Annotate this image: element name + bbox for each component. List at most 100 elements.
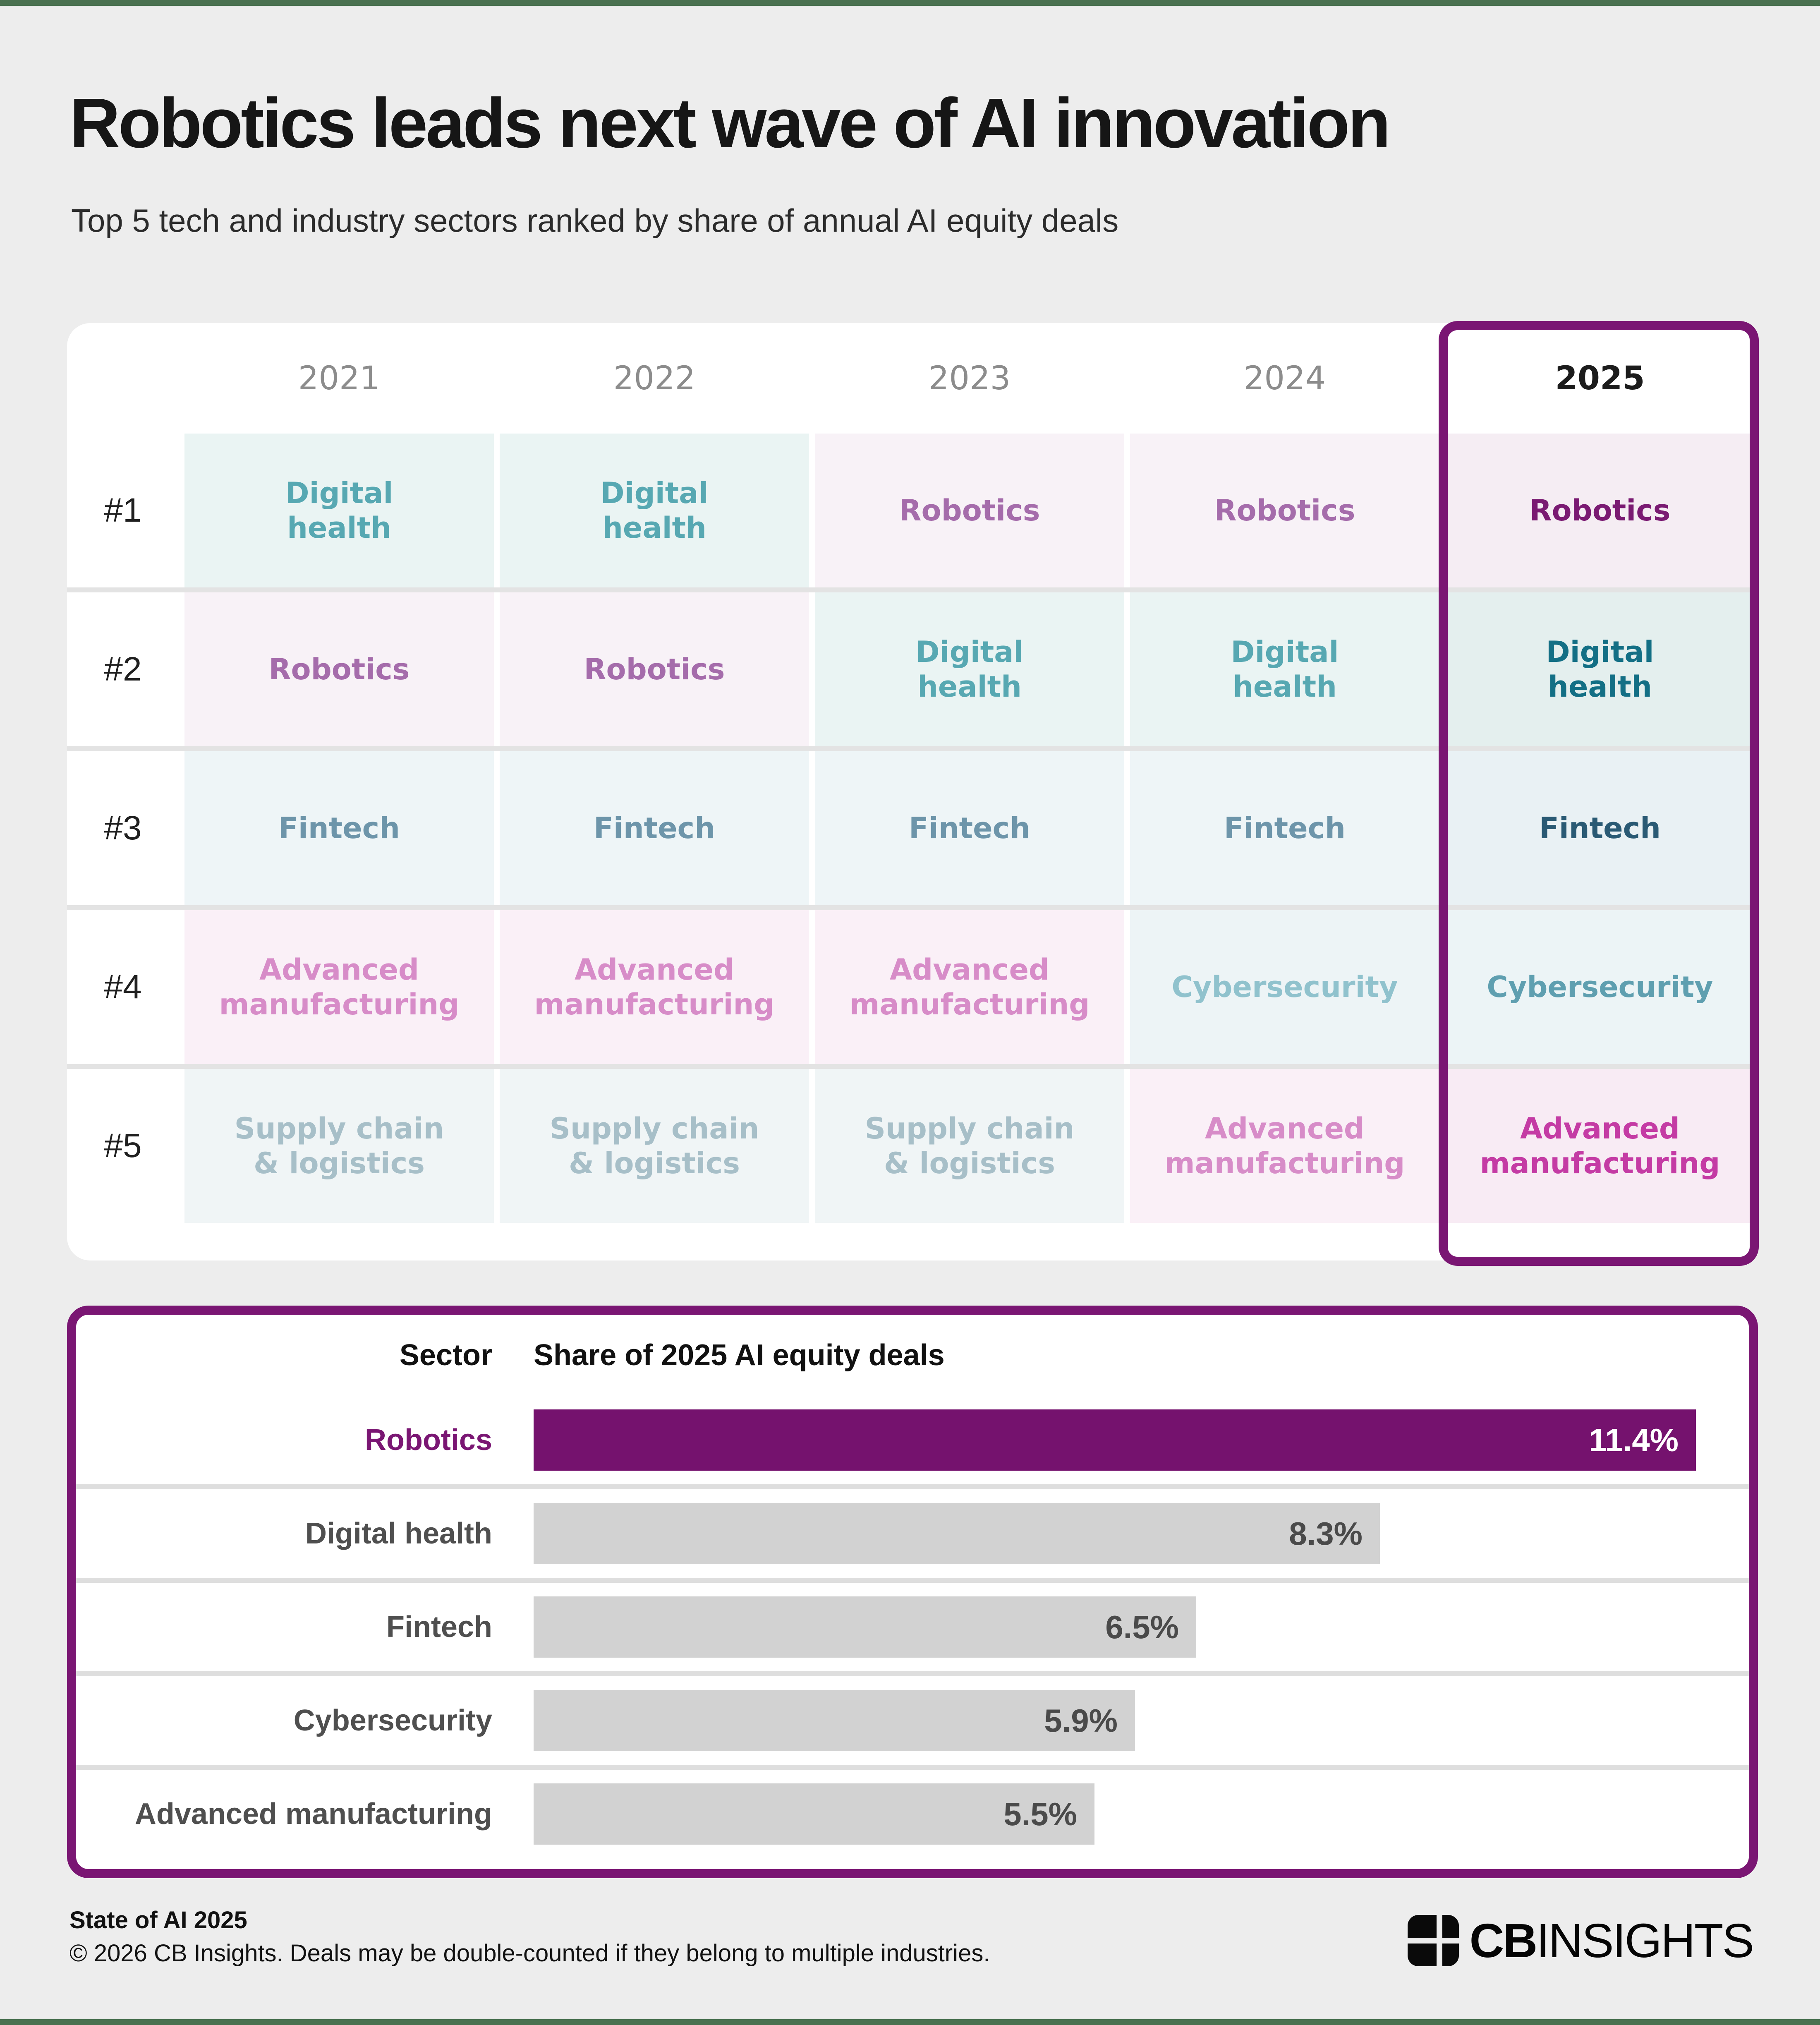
table-row: #3 Fintech Fintech Fintech Fintech Fintech bbox=[67, 746, 1755, 905]
sector-cell-label: Advanced manufacturing bbox=[1164, 1112, 1405, 1180]
sector-cell: Supply chain & logistics bbox=[184, 1069, 494, 1223]
sector-cell: Supply chain & logistics bbox=[500, 1069, 809, 1223]
sector-cell-label: Robotics bbox=[584, 652, 725, 686]
chart-row: Fintech 6.5% bbox=[76, 1578, 1749, 1671]
table-row: #4 Advanced manufacturing Advanced manufac… bbox=[67, 905, 1755, 1064]
chart-bar-value: 5.9% bbox=[1044, 1702, 1118, 1739]
sector-cell: Robotics bbox=[815, 434, 1124, 587]
sector-cell-label: Digital health bbox=[285, 476, 393, 545]
sector-cell-label: Digital health bbox=[1231, 635, 1339, 704]
sector-cell: Digital health bbox=[1130, 592, 1439, 746]
rank-column-spacer bbox=[67, 323, 179, 434]
logo-text-insights: INSIGHTS bbox=[1536, 1914, 1754, 1967]
chart-category-label: Fintech bbox=[386, 1610, 492, 1644]
sector-cell-label: Robotics bbox=[1214, 494, 1355, 527]
sector-cell-label: Advanced manufacturing bbox=[534, 953, 775, 1021]
year-header-2023: 2023 bbox=[928, 359, 1011, 397]
sector-cell-label: Cybersecurity bbox=[1171, 970, 1398, 1004]
chart-category-label: Advanced manufacturing bbox=[134, 1797, 492, 1831]
sector-cell: Cybersecurity bbox=[1445, 910, 1755, 1064]
sector-cell-label: Supply chain & logistics bbox=[549, 1112, 759, 1180]
sector-cell-label: Advanced manufacturing bbox=[1480, 1112, 1720, 1180]
sector-cell: Fintech bbox=[184, 751, 494, 905]
sector-cell: Fintech bbox=[500, 751, 809, 905]
footer-copyright-line: © 2026 CB Insights. Deals may be double-… bbox=[69, 1940, 990, 1967]
sector-cell-label: Cybersecurity bbox=[1487, 970, 1713, 1004]
bottom-accent-bar bbox=[0, 2019, 1820, 2025]
chart-title: Share of 2025 AI equity deals bbox=[534, 1339, 945, 1372]
chart-bar: 6.5% bbox=[534, 1596, 1196, 1658]
chart-row: Cybersecurity 5.9% bbox=[76, 1671, 1749, 1765]
chart-category-label: Digital health bbox=[305, 1517, 492, 1550]
sector-cell: Fintech bbox=[1130, 751, 1439, 905]
years-header-row: 2021 2022 2023 2024 2025 bbox=[67, 323, 1755, 434]
footer-source-line: State of AI 2025 bbox=[69, 1907, 247, 1934]
sector-cell: Robotics bbox=[184, 592, 494, 746]
sector-cell-label: Fintech bbox=[1224, 811, 1346, 845]
sector-cell: Fintech bbox=[1445, 751, 1755, 905]
sector-cell: Advanced manufacturing bbox=[1130, 1069, 1439, 1223]
sector-cell: Robotics bbox=[1130, 434, 1439, 587]
sector-cell: Advanced manufacturing bbox=[815, 910, 1124, 1064]
ranking-table-card: 2021 2022 2023 2024 2025 #1 Digital health Dig… bbox=[67, 323, 1758, 1261]
sector-cell-label: Fintech bbox=[1539, 811, 1661, 845]
page-subtitle: Top 5 tech and industry sectors ranked b… bbox=[71, 202, 1119, 239]
sector-cell-label: Robotics bbox=[1529, 494, 1671, 527]
year-header-2021: 2021 bbox=[298, 359, 381, 397]
sector-cell-label: Advanced manufacturing bbox=[849, 953, 1090, 1021]
cbinsights-logo-icon bbox=[1407, 1915, 1459, 1966]
sector-cell-label: Fintech bbox=[909, 811, 1030, 845]
cbinsights-logo: CB INSIGHTS bbox=[1407, 1914, 1754, 1967]
table-row: #2 Robotics Robotics Digital health Digital … bbox=[67, 587, 1755, 746]
rank-label: #3 bbox=[104, 809, 142, 847]
sector-cell-label: Fintech bbox=[278, 811, 400, 845]
chart-bar: 5.5% bbox=[534, 1783, 1094, 1845]
year-header-2025: 2025 bbox=[1555, 359, 1645, 397]
rank-label: #2 bbox=[104, 650, 142, 688]
chart-bar-value: 11.4% bbox=[1589, 1421, 1679, 1458]
ranking-rows: #1 Digital health Digital health Robotics Ro… bbox=[67, 434, 1755, 1223]
rank-label: #5 bbox=[104, 1127, 142, 1165]
sector-cell: Digital health bbox=[184, 434, 494, 587]
sector-cell-label: Robotics bbox=[899, 494, 1040, 527]
chart-bar-value: 5.5% bbox=[1003, 1795, 1077, 1832]
table-row: #1 Digital health Digital health Robotics Ro… bbox=[67, 434, 1755, 587]
chart-row: Advanced manufacturing 5.5% bbox=[76, 1765, 1749, 1858]
logo-text-cb: CB bbox=[1469, 1914, 1538, 1967]
chart-bar: 5.9% bbox=[534, 1690, 1135, 1751]
sector-cell-label: Digital health bbox=[1546, 635, 1654, 704]
chart-bar: 8.3% bbox=[534, 1503, 1380, 1564]
ranking-table: 2021 2022 2023 2024 2025 #1 Digital health Dig… bbox=[67, 323, 1755, 1261]
page-title: Robotics leads next wave of AI innovatio… bbox=[69, 84, 1391, 163]
chart-sector-header: Sector bbox=[399, 1339, 492, 1372]
table-row: #5 Supply chain & logistics Supply chain &… bbox=[67, 1064, 1755, 1223]
chart-bar-zone: 5.5% bbox=[534, 1783, 1749, 1845]
sector-cell: Robotics bbox=[500, 592, 809, 746]
sector-cell-label: Digital health bbox=[600, 476, 709, 545]
year-header-2024: 2024 bbox=[1243, 359, 1326, 397]
chart-bar-zone: 6.5% bbox=[534, 1596, 1749, 1658]
sector-cell-label: Digital health bbox=[915, 635, 1024, 704]
chart-row: Robotics 11.4% bbox=[76, 1396, 1749, 1484]
sector-cell: Robotics bbox=[1445, 434, 1755, 587]
sector-cell: Digital health bbox=[815, 592, 1124, 746]
sector-cell-label: Advanced manufacturing bbox=[219, 953, 460, 1021]
sector-cell: Digital health bbox=[1445, 592, 1755, 746]
sector-cell: Advanced manufacturing bbox=[500, 910, 809, 1064]
chart-bar-zone: 11.4% bbox=[534, 1409, 1749, 1471]
sector-cell: Fintech bbox=[815, 751, 1124, 905]
sector-cell: Digital health bbox=[500, 434, 809, 587]
year-header-2022: 2022 bbox=[613, 359, 696, 397]
chart-category-label: Robotics bbox=[364, 1423, 492, 1457]
sector-cell: Advanced manufacturing bbox=[184, 910, 494, 1064]
chart-header-row: Sector Share of 2025 AI equity deals bbox=[76, 1315, 1749, 1396]
sector-cell-label: Fintech bbox=[594, 811, 715, 845]
sector-cell-label: Supply chain & logistics bbox=[864, 1112, 1075, 1180]
chart-bar-zone: 8.3% bbox=[534, 1503, 1749, 1564]
rank-label: #1 bbox=[104, 491, 142, 529]
chart-bar-value: 6.5% bbox=[1105, 1608, 1179, 1645]
chart-rows: Robotics 11.4% Digital health 8.3% Fintech 6.… bbox=[76, 1396, 1749, 1858]
sector-cell: Supply chain & logistics bbox=[815, 1069, 1124, 1223]
top-accent-bar bbox=[0, 0, 1820, 6]
share-chart-card: Sector Share of 2025 AI equity deals Rob… bbox=[67, 1306, 1758, 1878]
